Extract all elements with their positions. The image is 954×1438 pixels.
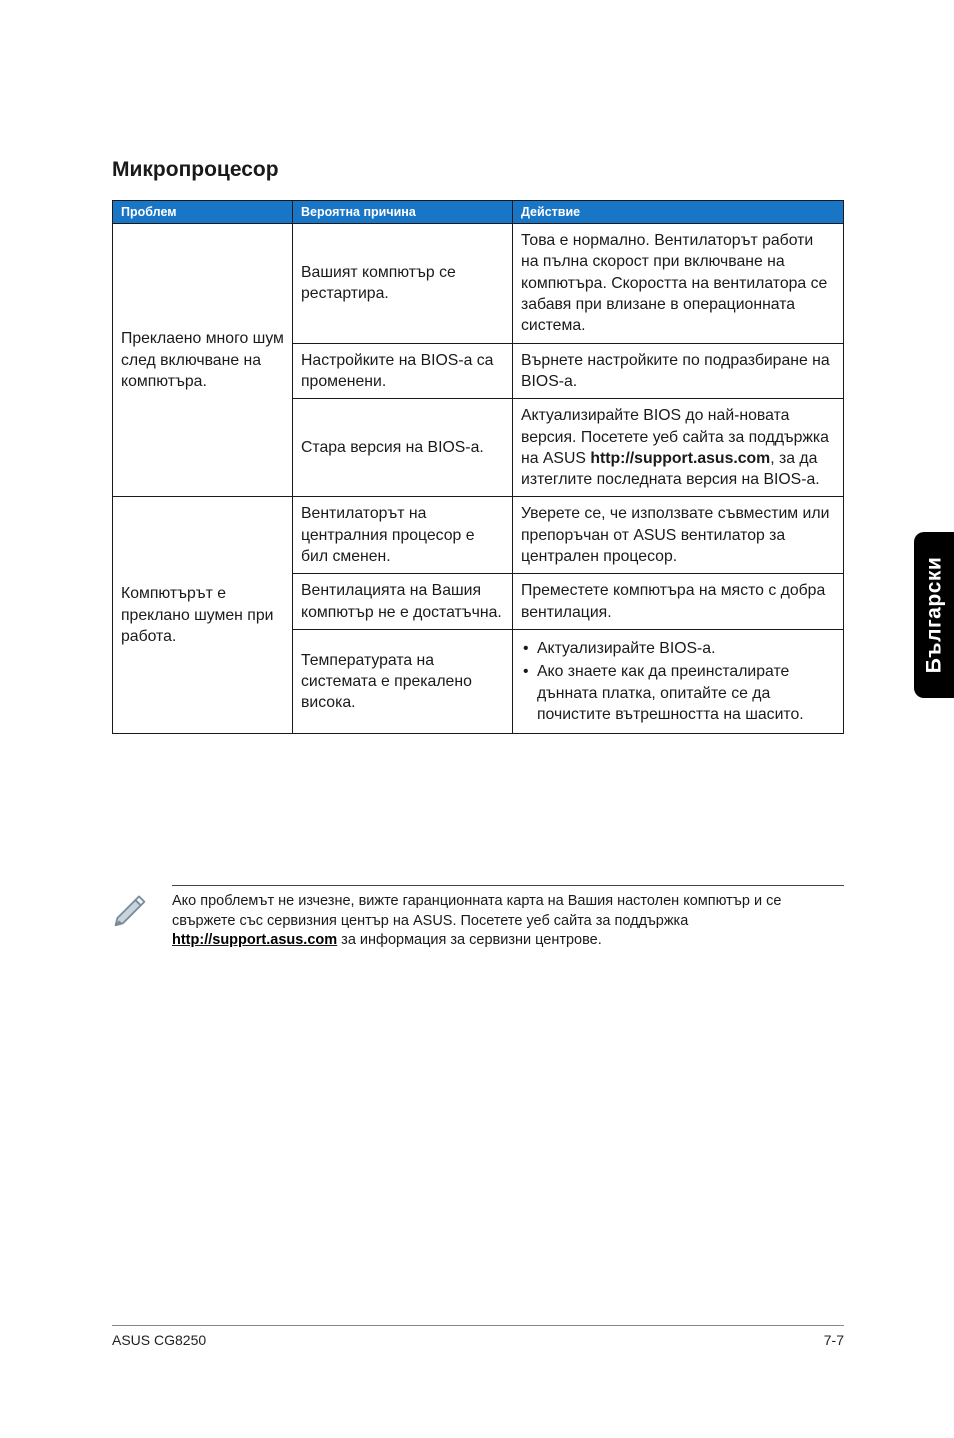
side-tab-label: Български bbox=[922, 557, 946, 674]
language-side-tab: Български bbox=[914, 532, 954, 698]
cell-action: Върнете настройките по подразбиране на B… bbox=[513, 343, 844, 399]
note-rule bbox=[172, 885, 844, 886]
note-link[interactable]: http://support.asus.com bbox=[172, 932, 337, 948]
section-title: Микропроцесор bbox=[112, 158, 844, 182]
action-link-bold: http://support.asus.com bbox=[590, 450, 770, 467]
cell-problem: Преклаено много шум след включване на ко… bbox=[113, 224, 293, 497]
footer-left: ASUS CG8250 bbox=[112, 1332, 206, 1348]
cell-cause: Стара версия на BIOS-а. bbox=[293, 399, 513, 497]
table-row: Компютърът е преклано шумен при работа. … bbox=[113, 497, 844, 574]
note-text: Ако проблемът не изчезне, вижте гаранцио… bbox=[172, 892, 844, 951]
cell-cause: Вашият компютър се рестартира. bbox=[293, 224, 513, 344]
footer-rule bbox=[112, 1325, 844, 1326]
cell-action: Уверете се, че използвате съвместим или … bbox=[513, 497, 844, 574]
cell-cause: Вентилацията на Вашия компютър не е дост… bbox=[293, 574, 513, 630]
cell-action: Преместете компютъра на място с добра ве… bbox=[513, 574, 844, 630]
footer-right: 7-7 bbox=[824, 1332, 844, 1348]
col-action: Действие bbox=[513, 201, 844, 224]
note-block: Ако проблемът не изчезне, вижте гаранцио… bbox=[112, 885, 844, 951]
cell-cause: Вентилаторът на централния процесор е би… bbox=[293, 497, 513, 574]
cell-action: Актуализирайте BIOS до най-новата версия… bbox=[513, 399, 844, 497]
col-cause: Вероятна причина bbox=[293, 201, 513, 224]
action-list-item: Ако знаете как да преинсталирате дънната… bbox=[521, 661, 835, 725]
cell-action: Актуализирайте BIOS-а. Ако знаете как да… bbox=[513, 630, 844, 734]
table-row: Преклаено много шум след включване на ко… bbox=[113, 224, 844, 344]
cell-cause: Настройките на BIOS-а са променени. bbox=[293, 343, 513, 399]
cell-cause: Температурата на системата е прекалено в… bbox=[293, 630, 513, 734]
cell-action: Това е нормално. Вентилаторът работи на … bbox=[513, 224, 844, 344]
pencil-note-icon bbox=[112, 891, 148, 932]
action-list-item: Актуализирайте BIOS-а. bbox=[521, 638, 835, 659]
page-footer: ASUS CG8250 7-7 bbox=[112, 1325, 844, 1348]
cpu-troubleshoot-table: Проблем Вероятна причина Действие Прекла… bbox=[112, 200, 844, 734]
col-problem: Проблем bbox=[113, 201, 293, 224]
cell-problem: Компютърът е преклано шумен при работа. bbox=[113, 497, 293, 734]
note-post: за информация за сервизни центрове. bbox=[337, 932, 602, 948]
note-pre: Ако проблемът не изчезне, вижте гаранцио… bbox=[172, 893, 781, 929]
